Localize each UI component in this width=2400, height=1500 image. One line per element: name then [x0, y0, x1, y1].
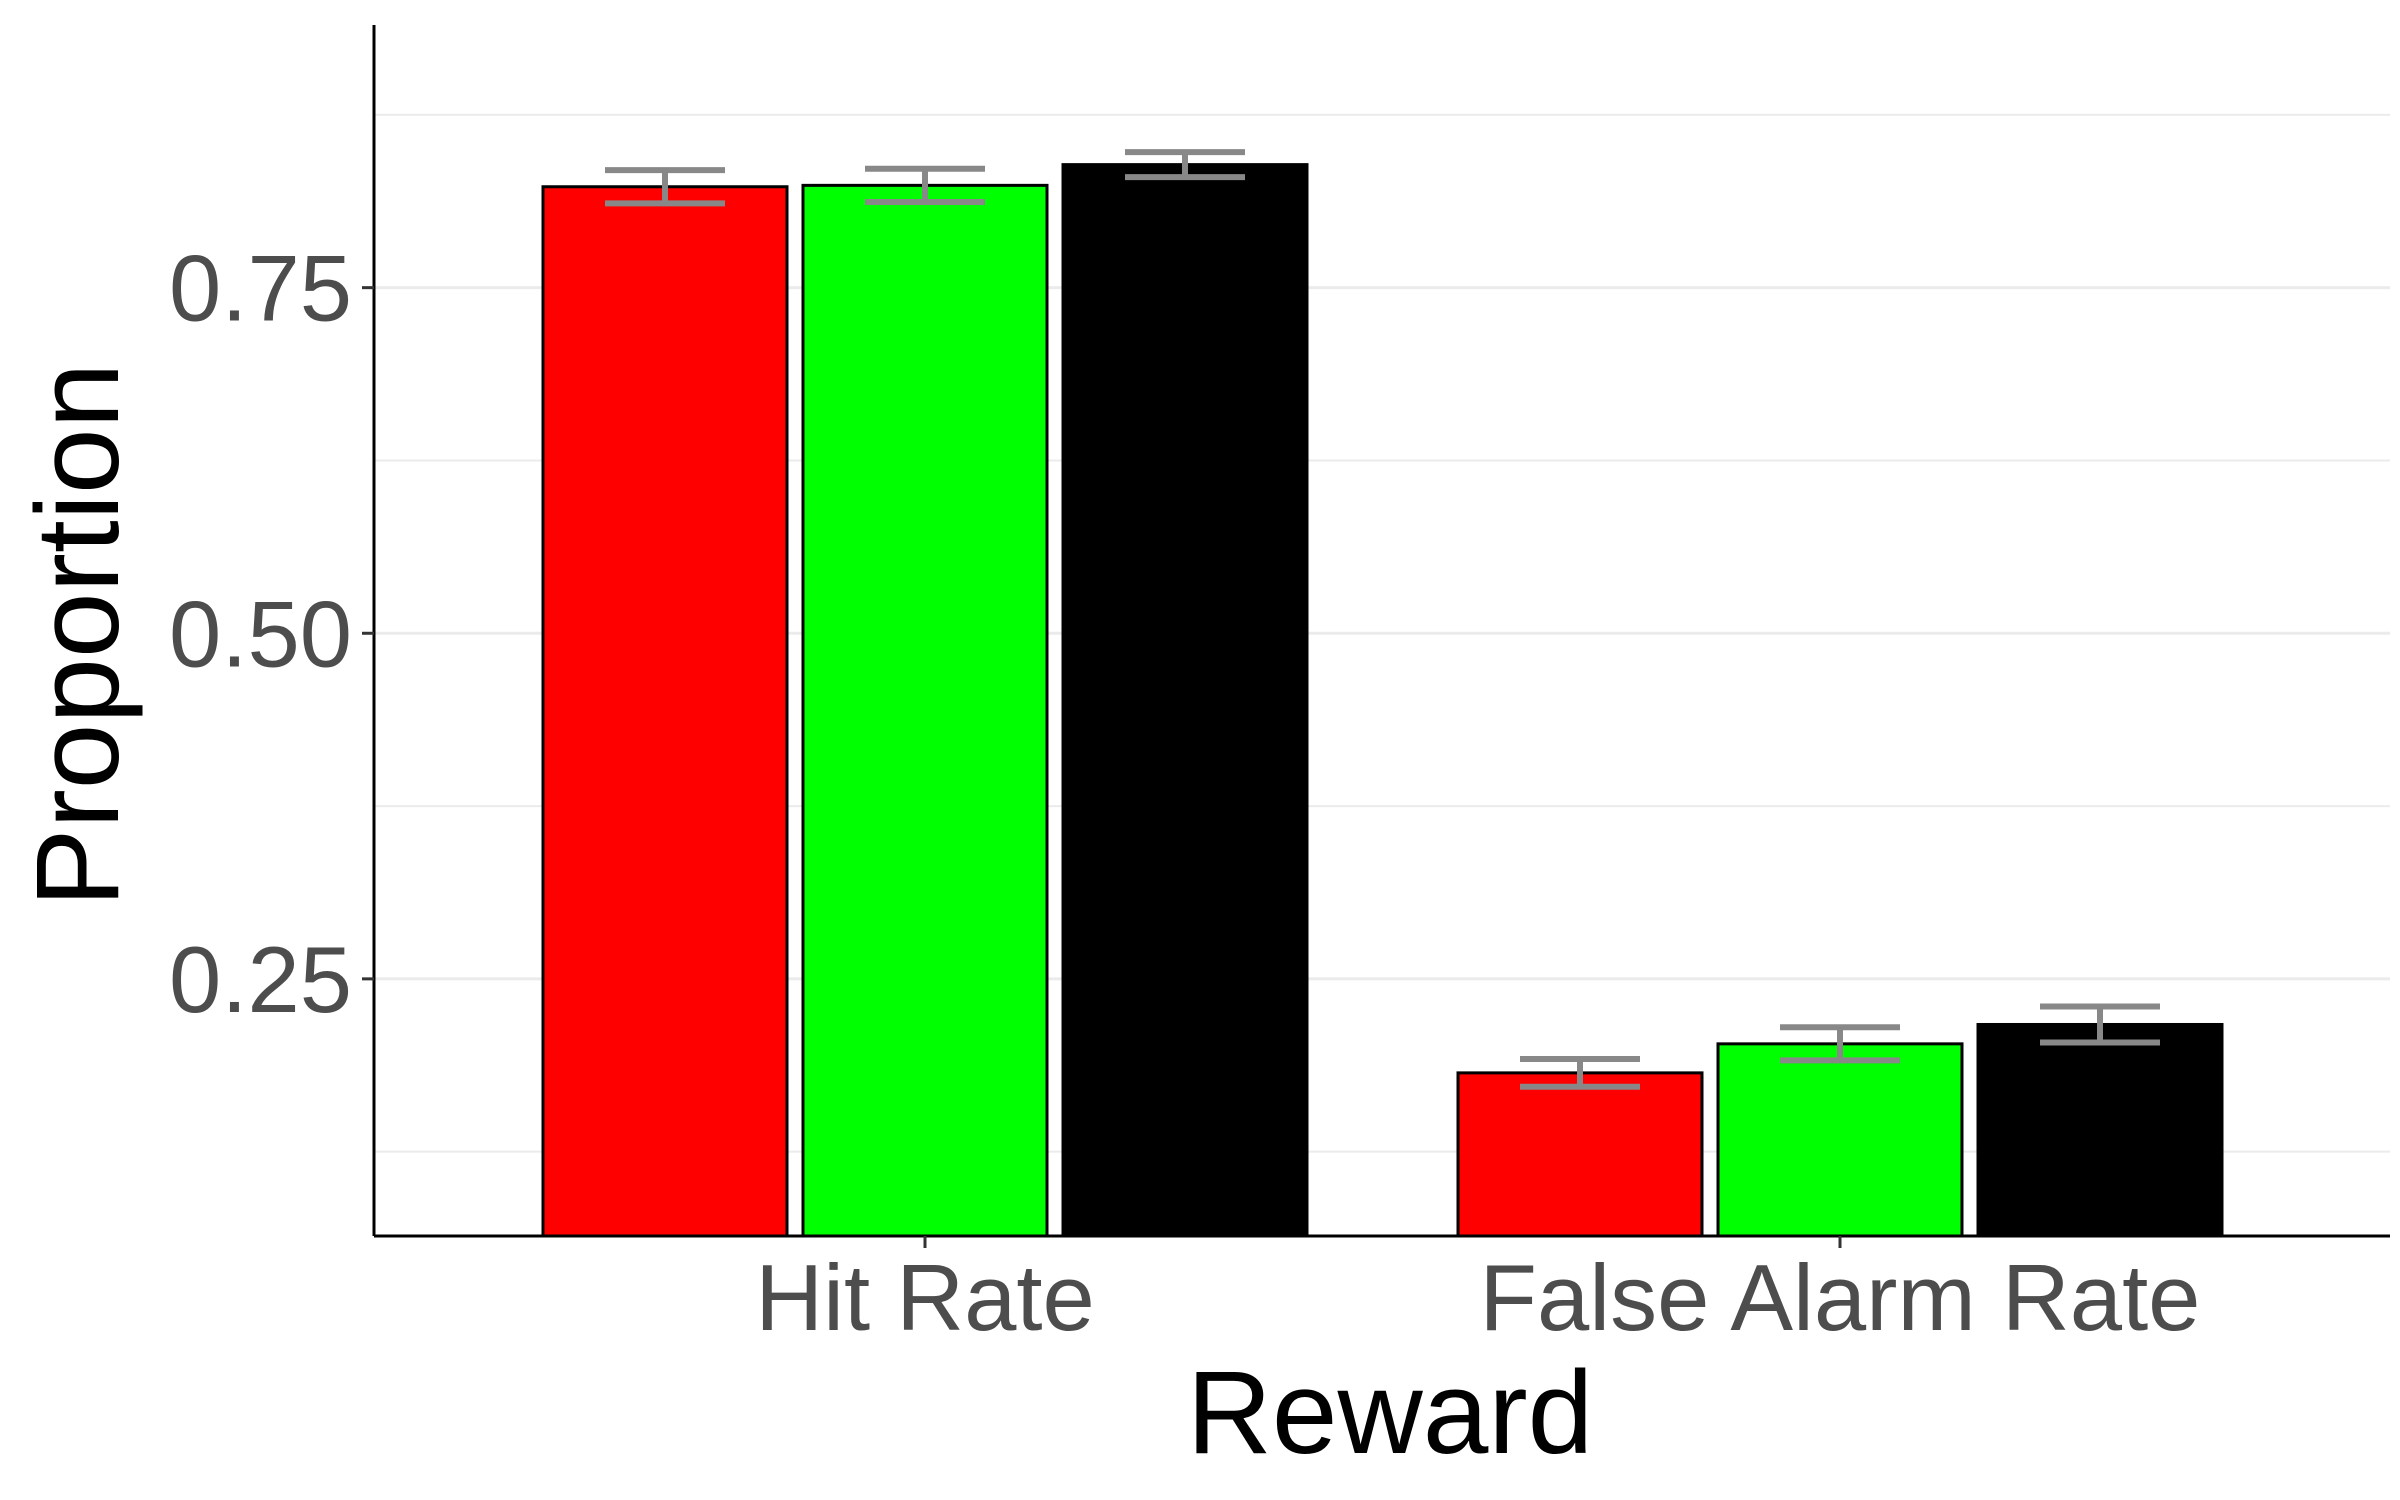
bar	[801, 183, 1049, 1238]
bar	[1456, 1071, 1704, 1238]
axes	[372, 25, 2390, 1238]
bars	[541, 163, 2224, 1238]
bar	[541, 185, 789, 1238]
bar	[1716, 1042, 1964, 1238]
bar	[1976, 1022, 2224, 1238]
y-tick-label: 0.50	[169, 581, 352, 686]
y-tick-label: 0.25	[169, 927, 352, 1032]
x-tick-label: False Alarm Rate	[1480, 1245, 2201, 1350]
error-bars	[605, 149, 2160, 1090]
y-tick-label: 0.75	[169, 236, 352, 341]
ticks: 0.25 0.50 0.75 Hit Rate False Alarm Rate	[169, 236, 2200, 1350]
y-axis-title: Proportion	[12, 363, 144, 907]
x-tick-label: Hit Rate	[755, 1245, 1095, 1350]
x-axis-title: Reward	[1187, 1347, 1594, 1479]
bar	[1061, 163, 1309, 1238]
